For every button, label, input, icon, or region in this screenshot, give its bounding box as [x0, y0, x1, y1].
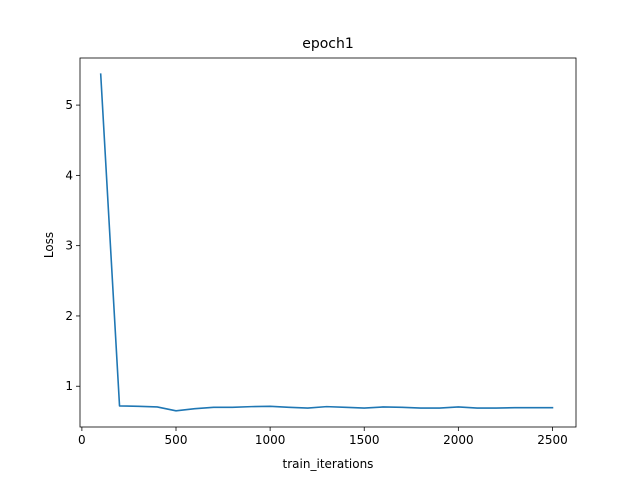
data-point-1600	[382, 406, 384, 408]
x-axis-label: train_iterations	[283, 457, 374, 471]
y-tick-label-4: 4	[65, 168, 73, 182]
data-point-1900	[439, 407, 441, 409]
data-point-2300	[514, 407, 516, 409]
x-tick-label-1000: 1000	[255, 433, 286, 447]
data-point-1500	[363, 407, 365, 409]
data-point-1400	[345, 407, 347, 409]
data-point-2200	[495, 407, 497, 409]
x-tick-label-1500: 1500	[349, 433, 380, 447]
data-point-200	[119, 405, 121, 407]
data-point-400	[156, 406, 158, 408]
data-point-600	[194, 408, 196, 410]
data-point-700	[213, 407, 215, 409]
data-point-300	[138, 405, 140, 407]
data-point-500	[175, 410, 177, 412]
axes-frame	[79, 57, 577, 428]
plot-area: 0 500 1000 1500 2000 2500 1 2 3 4 5	[65, 57, 577, 447]
y-tick-label-5: 5	[65, 98, 73, 112]
x-tick-label-2500: 2500	[537, 433, 568, 447]
data-point-1800	[420, 407, 422, 409]
data-point-900	[250, 406, 252, 408]
y-tick-label-1: 1	[65, 379, 73, 393]
x-tick-label-0: 0	[78, 433, 86, 447]
data-point-2000	[458, 406, 460, 408]
x-tick-label-500: 500	[165, 433, 188, 447]
data-point-2500	[552, 407, 554, 409]
data-point-100	[100, 73, 102, 75]
series-line-loss	[99, 73, 554, 412]
y-axis-label: Loss	[42, 232, 56, 258]
y-tick-label-3: 3	[65, 239, 73, 253]
x-tick-label-2000: 2000	[443, 433, 474, 447]
data-point-1100	[288, 407, 290, 409]
data-point-2400	[533, 407, 535, 409]
y-tick-label-2: 2	[65, 309, 73, 323]
chart-title: epoch1	[302, 36, 354, 52]
data-point-1300	[326, 406, 328, 408]
data-point-1000	[269, 405, 271, 407]
data-point-1700	[401, 407, 403, 409]
data-point-1200	[307, 407, 309, 409]
data-point-800	[232, 407, 234, 409]
data-point-2100	[476, 407, 478, 409]
